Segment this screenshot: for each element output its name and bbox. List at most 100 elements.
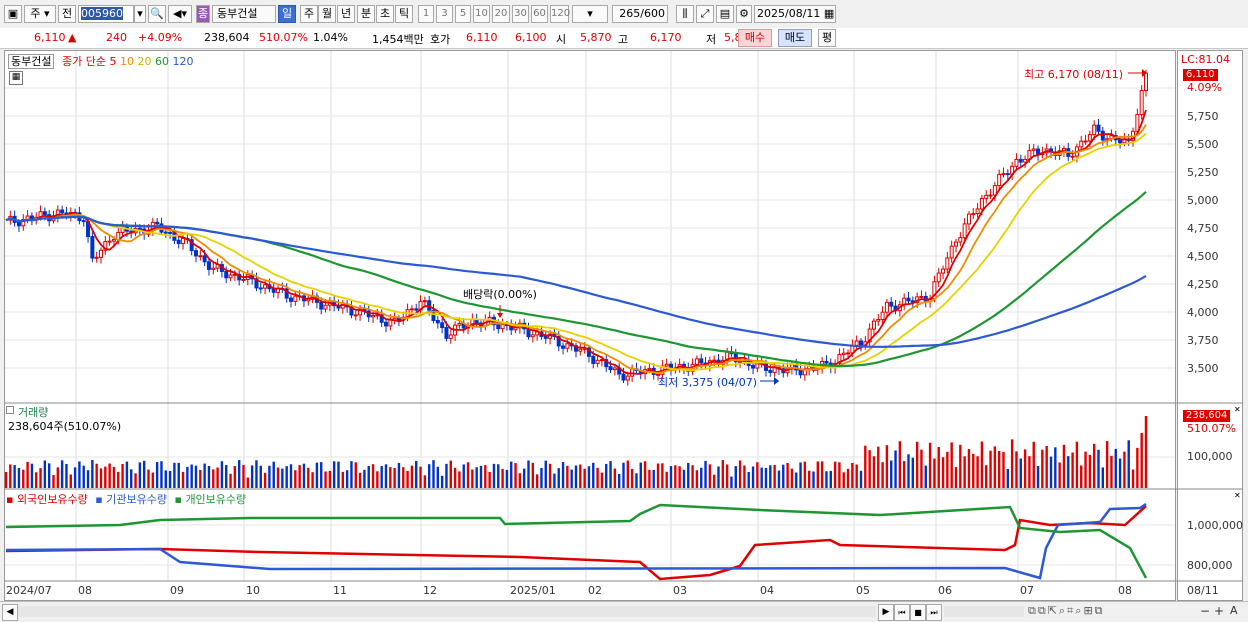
- table-icon[interactable]: ▦: [9, 71, 23, 85]
- ma-line-10: [5, 124, 1147, 374]
- interval-button-60[interactable]: 60: [531, 5, 548, 23]
- volume-bar: [1058, 462, 1061, 488]
- speaker-icon[interactable]: ◀▾: [168, 5, 192, 23]
- stock-name-field[interactable]: 동부건설: [212, 5, 276, 23]
- stop-icon[interactable]: ■: [910, 604, 926, 621]
- scroll-track[interactable]: [18, 606, 876, 617]
- save-icon[interactable]: ▤: [716, 5, 734, 23]
- volume-bar: [1101, 467, 1105, 488]
- period-label[interactable]: 전: [58, 5, 76, 23]
- volume-bar: [95, 463, 98, 488]
- price-axis: [1177, 50, 1243, 601]
- calendar-icon[interactable]: ▦: [823, 7, 835, 20]
- volume-bar: [704, 460, 707, 488]
- period-tab-3[interactable]: 월: [318, 5, 336, 23]
- font-size-icon[interactable]: A: [1230, 604, 1238, 617]
- bottom-bar: ◀ ▶ ⏮ ■ ⏭ ⧉⧉⇱⌕⌗⌕⊞⧉ − + A: [0, 601, 1248, 622]
- interval-button-10[interactable]: 10: [473, 5, 490, 23]
- bid-price: 6,100: [515, 31, 547, 44]
- scroll-left-icon[interactable]: ◀: [2, 604, 18, 621]
- count-max: /600: [640, 7, 665, 20]
- stock-badge: 종: [196, 5, 210, 23]
- zoom-out-icon[interactable]: −: [1200, 604, 1211, 618]
- volume-bar: [976, 456, 979, 488]
- candle-body: [846, 352, 851, 355]
- candle-body: [1079, 140, 1084, 148]
- volume-toggle-icon[interactable]: [6, 406, 14, 414]
- volume-bar: [397, 462, 401, 488]
- eval-button[interactable]: 평: [818, 29, 836, 47]
- legend-institution-text: 기관보유수량: [106, 493, 167, 506]
- candle-body: [90, 236, 95, 259]
- crosshair-icon[interactable]: ⤢: [696, 5, 714, 23]
- scroll-right-icon[interactable]: ▶: [878, 604, 894, 621]
- period-tab-6[interactable]: 초: [376, 5, 394, 23]
- interval-button-20[interactable]: 20: [492, 5, 510, 23]
- candle-body: [440, 322, 445, 329]
- volume-bar: [786, 462, 789, 488]
- count-input[interactable]: 265/600: [612, 5, 668, 23]
- volume-bar: [445, 463, 448, 488]
- period-tab-5[interactable]: 분: [357, 5, 375, 23]
- interval-button-5[interactable]: 5: [455, 5, 471, 23]
- volume-bar: [462, 464, 465, 488]
- period-tab-1[interactable]: 일: [278, 5, 296, 23]
- zoom-track[interactable]: [944, 606, 1024, 617]
- candle-body: [181, 238, 186, 244]
- volume-bar: [130, 469, 133, 488]
- date-input[interactable]: 2025/08/11 ▦: [754, 5, 836, 23]
- interval-button-30[interactable]: 30: [512, 5, 529, 23]
- volume-bar: [587, 466, 591, 488]
- candle-body: [1087, 134, 1092, 142]
- forward-icon[interactable]: ⏭: [926, 604, 942, 621]
- volume-bar: [652, 470, 655, 488]
- stock-label[interactable]: 동부건설: [8, 54, 55, 69]
- period-tab-7[interactable]: 틱: [395, 5, 413, 23]
- candle-icon[interactable]: ⫼: [676, 5, 694, 23]
- price-y-tick: 5,750: [1187, 110, 1219, 123]
- buy-button[interactable]: 매수: [738, 29, 772, 47]
- gear-icon[interactable]: ⚙: [736, 5, 752, 23]
- candle-body: [42, 211, 47, 216]
- candle-body: [258, 287, 263, 290]
- chart-tool-icons[interactable]: ⧉⧉⇱⌕⌗⌕⊞⧉: [1028, 604, 1105, 617]
- volume-bar: [816, 461, 820, 488]
- sell-button[interactable]: 매도: [778, 29, 812, 47]
- zoom-in-icon[interactable]: +: [1214, 604, 1225, 618]
- volume-bar: [1097, 449, 1100, 488]
- volume-close-icon[interactable]: ✕: [1234, 405, 1241, 414]
- candle-body: [949, 245, 954, 259]
- volume-bar: [734, 466, 737, 488]
- volume-bar: [1131, 469, 1135, 488]
- volume-bar: [583, 468, 586, 488]
- holdings-close-icon[interactable]: ✕: [1234, 491, 1241, 500]
- code-dropdown-icon[interactable]: ▾: [134, 5, 146, 23]
- volume-bar: [691, 465, 694, 488]
- volume-bar: [963, 456, 966, 488]
- interval-button-3[interactable]: 3: [436, 5, 453, 23]
- volume-bar: [225, 465, 228, 488]
- type-select[interactable]: 주 ▾: [24, 5, 56, 23]
- volume-subtitle: 238,604주(510.07%): [8, 420, 122, 433]
- volume-bar: [320, 462, 323, 488]
- volume-bar: [1067, 456, 1070, 488]
- volume-bar: [436, 466, 440, 488]
- volume-bar: [194, 465, 198, 488]
- volume-bar: [168, 470, 172, 488]
- candle-body: [202, 255, 207, 263]
- volume-bar: [669, 466, 673, 488]
- interval-button-120[interactable]: 120: [550, 5, 570, 23]
- stock-code-input[interactable]: 005960: [78, 5, 134, 23]
- rewind-icon[interactable]: ⏮: [894, 604, 910, 621]
- interval-custom-select[interactable]: ▾: [572, 5, 608, 23]
- window-icon[interactable]: ▣: [4, 5, 22, 23]
- volume-bar: [557, 468, 560, 488]
- volume-bar: [1062, 444, 1066, 488]
- period-tab-4[interactable]: 년: [337, 5, 355, 23]
- candle-body: [16, 221, 21, 227]
- interval-button-1[interactable]: 1: [418, 5, 434, 23]
- period-tab-2[interactable]: 주: [300, 5, 318, 23]
- search-icon[interactable]: 🔍: [148, 5, 166, 23]
- holdings-y-tick-1: 1,000,000: [1187, 519, 1243, 532]
